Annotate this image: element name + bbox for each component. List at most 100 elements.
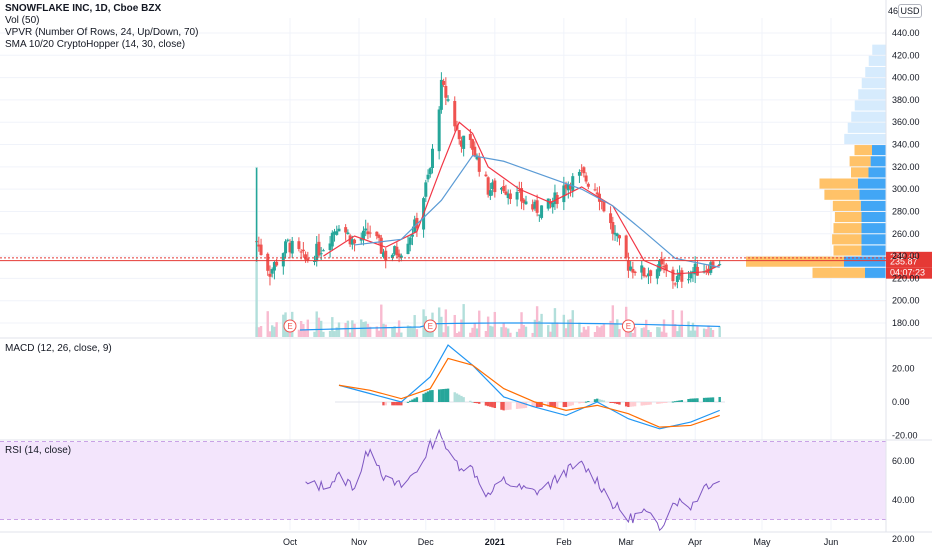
candle-body <box>337 228 341 232</box>
volume-bar <box>613 323 617 337</box>
volume-bar <box>391 327 394 337</box>
macd-histogram-bar <box>689 398 692 402</box>
macd-histogram-bar <box>531 402 534 408</box>
macd-histogram-bar <box>680 400 684 402</box>
macd-histogram-bar <box>593 399 597 402</box>
macd-histogram-bar <box>446 388 450 402</box>
candle-body <box>562 185 566 203</box>
macd-histogram-bar <box>422 393 425 402</box>
candle-body <box>582 167 586 174</box>
candle-body <box>306 258 310 261</box>
macd-histogram-bar <box>473 402 476 403</box>
volume-bar <box>598 327 601 337</box>
vpvr-up-bar <box>865 267 886 278</box>
candle-body <box>364 228 368 231</box>
volume-bar <box>306 319 310 337</box>
macd-histogram-bar <box>478 402 481 404</box>
y-tick-label: 340.00 <box>892 140 920 150</box>
volume-bar <box>442 332 445 337</box>
macd-histogram-bar <box>453 392 456 402</box>
macd-label: MACD (12, 26, close, 9) <box>5 343 112 354</box>
volume-bar <box>647 329 650 337</box>
vpvr-up-bar <box>861 245 886 256</box>
currency-button[interactable]: USD <box>898 4 922 18</box>
candle-body <box>272 262 276 271</box>
vpvr-down-bar <box>746 256 844 267</box>
volume-bar <box>328 330 332 337</box>
volume-bar <box>671 310 675 337</box>
volume-bar <box>489 325 492 337</box>
candle-body <box>333 231 337 235</box>
volume-bar <box>518 328 521 337</box>
volume-bar <box>662 319 666 337</box>
rsi-band <box>0 441 886 520</box>
volume-bar <box>678 325 681 337</box>
volume-bar <box>564 328 568 337</box>
candle-body <box>319 253 323 255</box>
macd-histogram-bar <box>676 400 679 402</box>
candle-body <box>426 174 430 180</box>
vpvr-up-bar <box>861 234 886 245</box>
volume-bar <box>395 332 399 337</box>
macd-histogram-bar <box>564 402 568 408</box>
vpvr-faint-bar <box>861 78 886 89</box>
candle-body <box>286 239 290 241</box>
candle-body <box>410 234 414 237</box>
volume-bar <box>665 332 668 337</box>
volume-bar <box>609 320 612 337</box>
macd-histogram-bar <box>691 398 695 402</box>
volume-bar <box>656 326 659 337</box>
vpvr-up-bar <box>861 211 886 223</box>
volume-bar <box>473 323 476 337</box>
volume-bar <box>437 307 441 337</box>
volume-bar <box>616 319 619 337</box>
macd-histogram-bar <box>702 397 706 402</box>
x-tick-label: Feb <box>556 537 572 547</box>
macd-y-tick-label: 0.00 <box>892 397 910 407</box>
candle-body <box>508 193 512 200</box>
vpvr-faint-bar <box>844 133 886 145</box>
candle-body <box>350 239 354 245</box>
x-tick-label: Oct <box>283 537 298 547</box>
macd-histogram-bar <box>506 402 510 410</box>
volume-bar <box>400 332 403 337</box>
candle-body <box>268 273 272 277</box>
countdown-badge-bg <box>886 267 932 279</box>
candle-body <box>486 177 490 195</box>
volume-bar <box>693 330 697 337</box>
candle-body <box>446 99 450 101</box>
macd-histogram-bar <box>687 399 690 402</box>
volume-bar <box>549 331 552 337</box>
macd-histogram-bar <box>658 402 661 404</box>
candle-body <box>473 146 477 156</box>
volume-bar <box>368 326 372 337</box>
rsi-y-tick-label: 20.00 <box>892 534 915 544</box>
volume-bar <box>709 327 712 337</box>
candle-body <box>442 80 446 85</box>
candle-body <box>506 193 510 199</box>
candle-body <box>709 262 713 273</box>
candle-body <box>399 255 403 258</box>
volume-bar <box>471 327 474 337</box>
candle-body <box>477 157 481 172</box>
candle-body <box>484 174 488 177</box>
candle-body <box>649 270 653 276</box>
candle-body <box>564 184 568 189</box>
candle-body <box>430 148 434 169</box>
volume-bar <box>642 327 646 337</box>
volume-bar <box>680 310 684 337</box>
macd-histogram-bar <box>693 398 697 402</box>
volume-bar <box>426 328 430 337</box>
volume-bar <box>584 329 588 337</box>
countdown-badge: 04:07:23 <box>890 268 925 278</box>
volume-bar <box>491 326 494 337</box>
volume-bar <box>333 331 336 337</box>
vpvr-down-bar <box>833 223 862 234</box>
macd-histogram-bar <box>520 402 523 409</box>
candle-body <box>453 101 457 127</box>
candle-body <box>488 190 492 196</box>
candle-body <box>424 182 428 197</box>
candle-body <box>321 250 325 252</box>
macd-histogram-bar <box>515 402 519 409</box>
